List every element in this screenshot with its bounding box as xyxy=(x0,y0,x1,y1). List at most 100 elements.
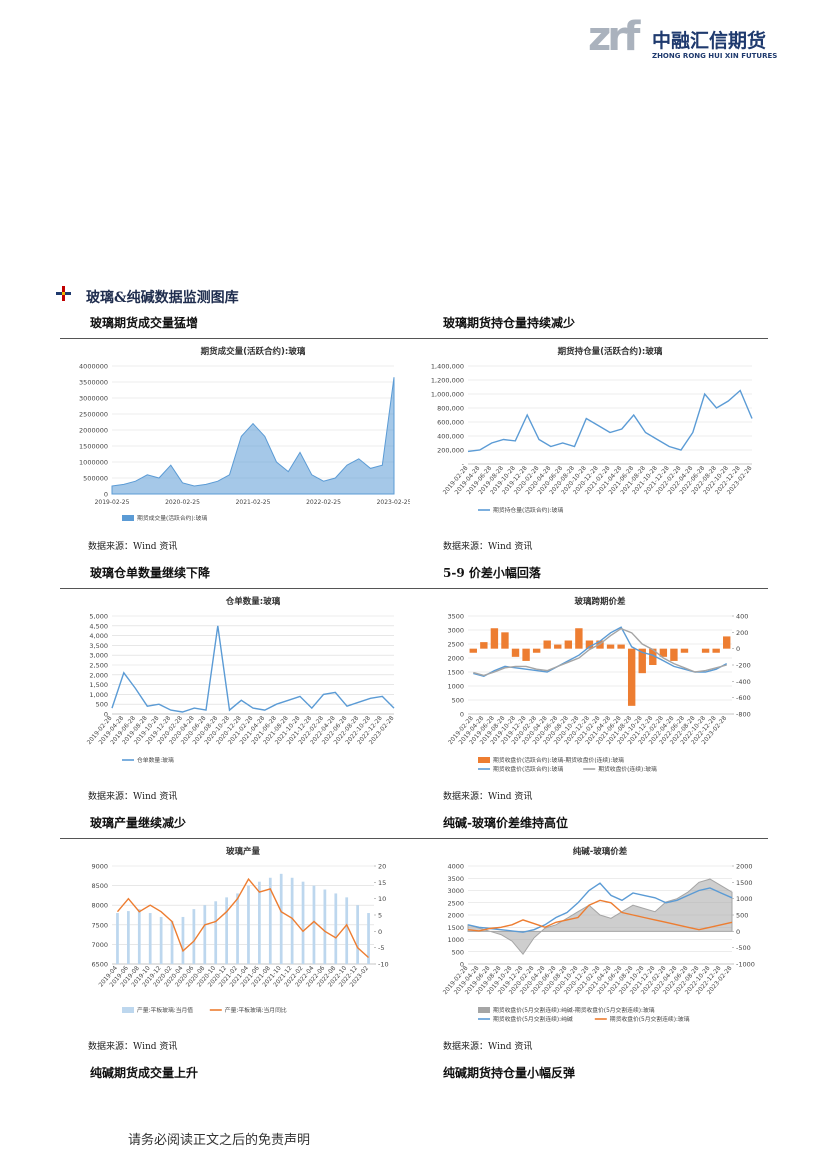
legend-label: 期货收盘价(5月交割连续):纯碱-期货收盘价(5月交割连续):玻璃 xyxy=(493,1006,655,1014)
y-tick-label: 4000000 xyxy=(79,363,108,371)
y-tick-label: 2000000 xyxy=(79,427,108,435)
y-tick-label: 4,500 xyxy=(89,622,108,630)
y-tick-label: 1,000 xyxy=(89,691,108,699)
source: 数据来源：Wind 资讯 xyxy=(88,1042,178,1052)
panel-heading: 纯碱-玻璃价差维持高位 xyxy=(443,816,568,830)
bar xyxy=(543,640,551,649)
chart-title: 玻璃产量 xyxy=(226,846,261,857)
y2-tick-label: -400 xyxy=(736,678,751,686)
y-tick-label: 200,000 xyxy=(437,447,464,455)
panel-heading: 玻璃期货成交量猛增 xyxy=(90,316,199,330)
line xyxy=(473,627,727,677)
bar xyxy=(367,913,370,964)
y-tick-label: 3,000 xyxy=(89,652,108,660)
source: 数据来源：Wind 资讯 xyxy=(443,542,533,552)
bar xyxy=(627,648,636,706)
y-tick-label: 1000 xyxy=(447,936,464,944)
y2-tick-label: 500 xyxy=(736,912,748,920)
bar xyxy=(181,916,185,964)
y-tick-label: 2500 xyxy=(447,899,464,907)
bar xyxy=(203,905,207,964)
bar xyxy=(236,893,239,964)
logo-cn: 中融汇信期货 xyxy=(652,30,767,52)
y-tick-label: 8500 xyxy=(91,882,108,890)
y2-tick-label: 10 xyxy=(378,895,386,903)
y-tick-label: 2500 xyxy=(447,641,464,649)
y-tick-label: 600,000 xyxy=(437,419,464,427)
line xyxy=(467,899,733,932)
bar xyxy=(356,905,359,964)
y2-tick-label: -1000 xyxy=(736,961,755,969)
rule xyxy=(60,838,768,839)
x-tick-label: 2019-02-25 xyxy=(95,499,130,506)
bar xyxy=(334,893,338,964)
bar xyxy=(258,881,261,964)
bar xyxy=(170,920,174,964)
y2-tick-label: -5 xyxy=(378,944,384,952)
bar xyxy=(469,648,477,653)
chart: 纯碱-玻璃价差 0 500 1000 1500 2000 2500 3000 3500 4000 -… xyxy=(442,846,755,1023)
panel-heading: 纯碱期货持仓量小幅反弹 xyxy=(443,1066,576,1080)
bar xyxy=(723,636,731,649)
y-tick-label: 6500 xyxy=(91,961,108,969)
y2-tick-label: -600 xyxy=(736,694,751,702)
y-tick-label: - xyxy=(462,461,465,469)
area xyxy=(467,878,733,956)
bar xyxy=(148,913,152,964)
bar xyxy=(659,648,668,657)
x-tick-label: 2020-02-25 xyxy=(165,499,200,506)
chart: 期货成交量(活跃合约):玻璃 0 500000 1000000 1500000 20000… xyxy=(79,346,410,522)
legend-label: 期货收盘价(连续):玻璃 xyxy=(598,765,657,773)
bar xyxy=(279,873,283,964)
y-tick-label: 0 xyxy=(460,711,464,719)
y-tick-label: 800,000 xyxy=(437,405,464,413)
legend-label: 仓单数量:玻璃 xyxy=(137,756,174,764)
chart-title: 期货成交量(活跃合约):玻璃 xyxy=(201,346,306,357)
bar xyxy=(522,648,530,661)
bar xyxy=(490,628,499,649)
y-tick-label: 3000 xyxy=(447,887,464,895)
panel-heading: 玻璃仓单数量继续下降 xyxy=(90,566,211,580)
legend-swatch xyxy=(478,757,490,763)
y-tick-label: 9000 xyxy=(91,863,108,871)
y-tick-label: 1500000 xyxy=(79,443,108,451)
legend-label: 期货收盘价(5月交割连续):纯碱 xyxy=(493,1015,573,1023)
y2-tick-label: -200 xyxy=(736,662,751,670)
bar xyxy=(137,909,141,964)
y2-tick-label: -10 xyxy=(378,961,389,969)
chart-title: 纯碱-玻璃价差 xyxy=(573,846,628,857)
bar xyxy=(511,648,520,657)
chart: 玻璃产量 6500 7000 7500 8000 8500 9000 -10 -5 0 5 10 15 2… xyxy=(91,846,389,1014)
y-tick-label: 500 xyxy=(452,948,464,956)
y-tick-label: 3500 xyxy=(447,875,464,883)
bar xyxy=(214,901,218,964)
y-tick-label: 2500000 xyxy=(79,411,108,419)
panel-heading: 5-9 价差小幅回落 xyxy=(443,566,541,580)
y-tick-label: 0 xyxy=(104,491,108,499)
y-tick-label: 5,000 xyxy=(89,613,108,621)
bar xyxy=(116,913,119,964)
y2-tick-label: 0 xyxy=(378,928,382,936)
legend-label: 产量:平板玻璃:当月值 xyxy=(137,1006,193,1014)
bar xyxy=(301,881,305,964)
bar xyxy=(575,628,583,649)
y-tick-label: 500 xyxy=(96,701,108,709)
y-tick-label: 500 xyxy=(452,697,464,705)
y2-tick-label: -800 xyxy=(736,711,751,719)
y-tick-label: 7500 xyxy=(91,921,108,929)
legend-label: 期货持仓量(活跃合约):玻璃 xyxy=(493,506,563,514)
footer: 请务必阅读正文之后的免责声明 xyxy=(128,1133,311,1148)
section-icon xyxy=(56,286,71,301)
panel-heading: 纯碱期货成交量上升 xyxy=(90,1066,199,1080)
bar xyxy=(585,640,594,649)
y2-tick-label: -500 xyxy=(736,944,751,952)
y-tick-label: 3000 xyxy=(447,627,464,635)
bar xyxy=(225,897,228,964)
panel-heading: 玻璃期货持仓量持续减少 xyxy=(443,316,576,330)
line xyxy=(467,389,753,453)
y-tick-label: 1000 xyxy=(447,683,464,691)
y2-tick-label: 0 xyxy=(736,928,740,936)
bar xyxy=(501,632,509,649)
